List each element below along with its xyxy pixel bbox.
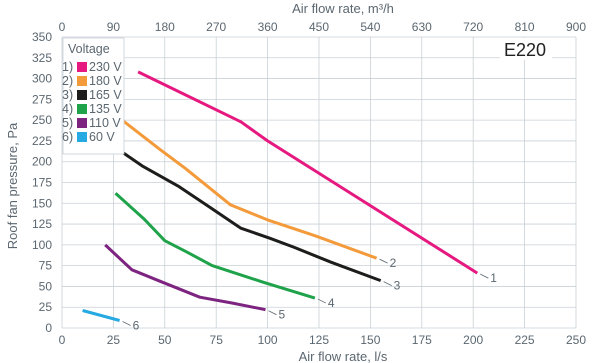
x2-tick-label: 90 (107, 20, 121, 34)
y-tick-label: 100 (32, 238, 52, 252)
model-label: E220 (504, 40, 546, 60)
y-tick-label: 275 (32, 92, 52, 106)
y-tick-label: 0 (45, 321, 52, 335)
y-tick-label: 300 (32, 72, 52, 86)
x-tick-label: 200 (463, 333, 483, 347)
x2-tick-label: 450 (309, 20, 329, 34)
x2-tick-label: 0 (59, 20, 66, 34)
legend-entries: 1) 230 V 2) 180 V 3) 165 V 4) 135 V 5) 110 V 6) 60 … (62, 60, 122, 144)
legend: Voltage 1) 230 V 2) 180 V 3) 165 V 4) 135 V 5) 11… (62, 37, 125, 155)
legend-entry-label: 165 V (89, 88, 122, 102)
x2-axis-title: Air flow rate, m³/h (292, 1, 394, 16)
y-tick-label: 350 (32, 30, 52, 44)
legend-entry-number: 5) (62, 116, 73, 130)
series-label-1: 1 (490, 271, 497, 285)
x-tick-label: 25 (107, 333, 121, 347)
x-axis-title: Air flow rate, l/s (299, 349, 388, 363)
legend-swatch (77, 118, 87, 128)
series-line-5 (104, 243, 266, 312)
y-axis-title: Roof fan pressure, Pa (5, 122, 20, 249)
x2-tick-label: 810 (515, 20, 535, 34)
legend-box (62, 37, 125, 155)
x-tick-label: 0 (59, 333, 66, 347)
legend-swatch (77, 62, 87, 72)
series-line-3 (106, 140, 382, 283)
y-tick-label: 50 (39, 279, 53, 293)
y-tick-label: 325 (32, 51, 52, 65)
x-tick-label: 125 (309, 333, 329, 347)
series-labels: 1 2 3 4 5 6 (122, 256, 497, 333)
series-label-6: 6 (133, 319, 140, 333)
series-label-leader (383, 281, 392, 286)
x2-tick-label: 540 (360, 20, 380, 34)
x-tick-label: 175 (412, 333, 432, 347)
y-tick-label: 200 (32, 155, 52, 169)
series-label-leader (480, 273, 489, 279)
y-tick-label: 75 (39, 259, 53, 273)
legend-entry-label: 180 V (89, 74, 122, 88)
x2-tick-label: 630 (412, 20, 432, 34)
grid (61, 36, 577, 329)
legend-entry-number: 3) (62, 88, 73, 102)
y-tick-label: 150 (32, 196, 52, 210)
series-lines (82, 70, 479, 322)
series-line-6 (82, 309, 120, 322)
x-tick-label: 50 (158, 333, 172, 347)
legend-entry-label: 135 V (89, 102, 122, 116)
model-label-bg (500, 38, 552, 60)
legend-entry-number: 4) (62, 102, 73, 116)
x-tick-label: 250 (566, 333, 586, 347)
legend-title: Voltage (68, 42, 110, 56)
y-tick-label: 25 (39, 300, 53, 314)
x2-tick-label: 900 (566, 20, 586, 34)
series-label-leader (122, 321, 131, 326)
y-tick-label: 250 (32, 113, 52, 127)
series-line-2 (106, 107, 378, 260)
y-tick-label: 175 (32, 176, 52, 190)
x2-tick-label: 720 (463, 20, 483, 34)
x-tick-label: 225 (515, 333, 535, 347)
legend-entry-number: 6) (62, 130, 73, 144)
series-label-5: 5 (279, 308, 286, 322)
legend-swatch (77, 132, 87, 142)
y-tick-label: 125 (32, 217, 52, 231)
series-label-2: 2 (390, 256, 397, 270)
y-tick-label: 225 (32, 134, 52, 148)
legend-swatch (77, 76, 87, 86)
x2-tick-label: 270 (206, 20, 226, 34)
series-label-leader (379, 258, 388, 264)
series-label-3: 3 (394, 279, 401, 293)
x-tick-label: 150 (360, 333, 380, 347)
legend-entry-number: 1) (62, 60, 73, 74)
legend-entry-label: 110 V (89, 116, 121, 130)
x2-tick-label: 180 (155, 20, 175, 34)
x2-tick-label: 360 (258, 20, 278, 34)
legend-entry-label: 230 V (89, 60, 122, 74)
series-line-1 (137, 70, 479, 275)
legend-entry-number: 2) (62, 74, 73, 88)
legend-entry-label: 60 V (89, 130, 115, 144)
series-label-leader (268, 310, 277, 316)
legend-swatch (77, 90, 87, 100)
x-tick-label: 100 (258, 333, 278, 347)
series-label-leader (317, 298, 327, 304)
series-line-4 (114, 192, 316, 300)
series-label-4: 4 (328, 296, 335, 310)
x-tick-label: 75 (210, 333, 224, 347)
legend-swatch (77, 104, 87, 114)
